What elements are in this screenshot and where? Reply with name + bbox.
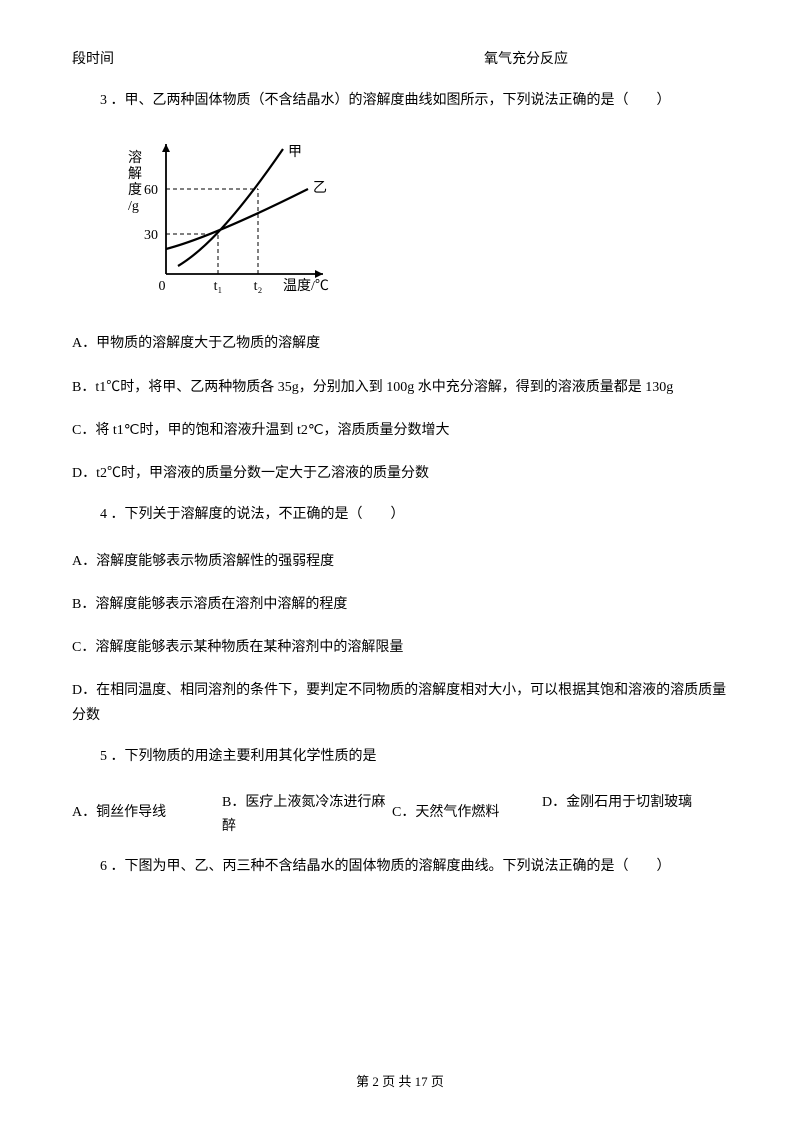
svg-text:t₂: t₂ <box>254 279 263 294</box>
q3-optA: A．甲物质的溶解度大于乙物质的溶解度 <box>72 331 728 356</box>
q5-optD: D．金刚石用于切割玻璃 <box>542 791 722 839</box>
page-footer: 第 2 页 共 17 页 <box>0 1071 800 1090</box>
svg-text:溶: 溶 <box>128 150 142 166</box>
q4-optC: C．溶解度能够表示某种物质在某种溶剂中的溶解限量 <box>72 635 728 660</box>
q4-text: 4 ．下列关于溶解度的说法，不正确的是（ ） <box>72 504 728 526</box>
q4-optB: B．溶解度能够表示溶质在溶剂中溶解的程度 <box>72 592 728 617</box>
q5-optC: C．天然气作燃料 <box>392 791 542 839</box>
q6-text: 6 ．下图为甲、乙、丙三种不含结晶水的固体物质的溶解度曲线。下列说法正确的是（ … <box>72 856 728 878</box>
svg-text:解: 解 <box>128 166 142 182</box>
svg-text:乙: 乙 <box>313 180 327 196</box>
svg-text:甲: 甲 <box>288 145 302 160</box>
q3-text: 3 ．甲、乙两种固体物质（不含结晶水）的溶解度曲线如图所示，下列说法正确的是（ … <box>72 90 728 112</box>
svg-text:温度/℃: 温度/℃ <box>283 278 329 294</box>
svg-text:t₁: t₁ <box>214 279 223 294</box>
svg-text:度: 度 <box>128 182 142 198</box>
q5-options: A．铜丝作导线 B．医疗上液氮冷冻进行麻醉 C．天然气作燃料 D．金刚石用于切割… <box>72 791 728 839</box>
q5-text: 5 ．下列物质的用途主要利用其化学性质的是 <box>72 746 728 768</box>
q3-optD: D．t2℃时，甲溶液的质量分数一定大于乙溶液的质量分数 <box>72 461 728 486</box>
q3-chart: 溶解度/g 60 30 0 t₁ t₂ 温度/℃ 甲乙 <box>108 134 728 309</box>
q5-optB: B．医疗上液氮冷冻进行麻醉 <box>222 791 392 839</box>
q3-optC: C．将 t1℃时，甲的饱和溶液升温到 t2℃，溶质质量分数增大 <box>72 418 728 443</box>
q4-optA: A．溶解度能够表示物质溶解性的强弱程度 <box>72 549 728 574</box>
q5-optA: A．铜丝作导线 <box>72 791 222 839</box>
q3-optB: B．t1℃时，将甲、乙两种物质各 35g，分别加入到 100g 水中充分溶解，得… <box>72 375 728 400</box>
svg-text:/g: /g <box>128 199 139 214</box>
fragment-left: 段时间 <box>72 48 114 68</box>
svg-text:0: 0 <box>159 279 166 294</box>
q4-optD: D．在相同温度、相同溶剂的条件下，要判定不同物质的溶解度相对大小，可以根据其饱和… <box>72 678 728 728</box>
svg-text:30: 30 <box>144 228 158 243</box>
svg-text:60: 60 <box>144 183 158 198</box>
fragment-right: 氧气充分反应 <box>484 48 568 68</box>
